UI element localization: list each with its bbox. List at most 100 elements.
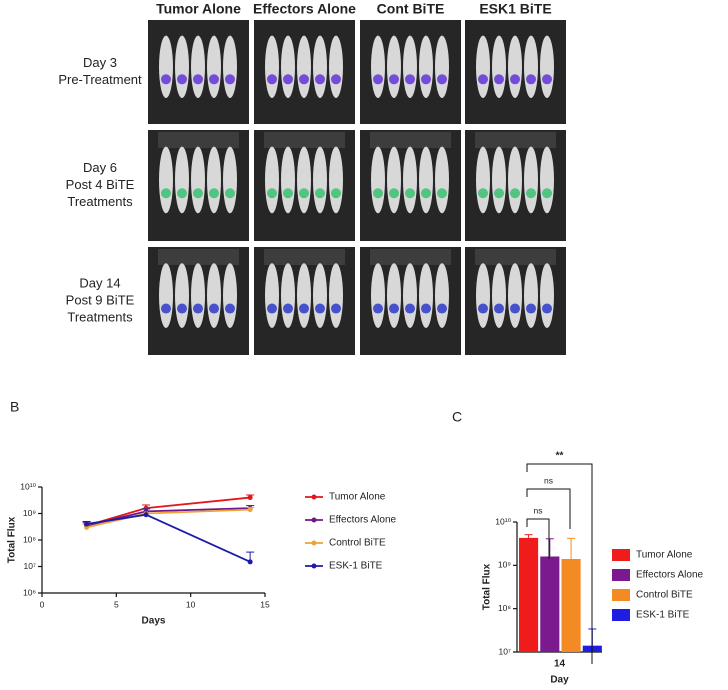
mouse <box>492 263 506 328</box>
signal <box>267 74 277 85</box>
y-tick-label: 10⁹ <box>23 508 36 518</box>
signal <box>161 188 171 199</box>
mouse <box>435 263 449 328</box>
row-label: Post 4 BiTE <box>66 177 135 192</box>
y-tick-label: 10⁶ <box>23 587 36 597</box>
column-header: ESK1 BiTE <box>479 1 551 17</box>
imager-bar <box>475 249 556 265</box>
mouse <box>476 35 490 98</box>
signal <box>478 303 488 314</box>
legend-label: Effectors Alone <box>636 570 704 581</box>
signal <box>193 188 203 199</box>
signal <box>161 74 171 85</box>
signal <box>389 74 399 85</box>
signal <box>193 303 203 314</box>
mouse <box>508 146 522 214</box>
legend-label: Tumor Alone <box>329 492 386 503</box>
signal <box>510 74 520 85</box>
signal <box>331 303 341 314</box>
mouse <box>524 146 538 214</box>
point <box>143 512 149 518</box>
signal <box>437 74 447 85</box>
mouse <box>403 146 417 214</box>
legend-label: ESK-1 BiTE <box>329 561 383 572</box>
signal <box>225 188 235 199</box>
signal <box>542 303 552 314</box>
row-label: Treatments <box>67 309 133 324</box>
mouse <box>435 35 449 98</box>
mouse <box>403 35 417 98</box>
signal <box>373 303 383 314</box>
mouse <box>492 35 506 98</box>
x-tick-label: 15 <box>260 599 270 609</box>
signal <box>177 188 187 199</box>
signal <box>526 74 536 85</box>
legend-label: Tumor Alone <box>636 550 693 561</box>
mouse <box>387 35 401 98</box>
mouse <box>281 35 295 98</box>
signal <box>193 74 203 85</box>
signal <box>267 188 277 199</box>
signal <box>389 188 399 199</box>
x-tick-label: 0 <box>40 599 45 609</box>
mouse <box>508 35 522 98</box>
signal <box>299 188 309 199</box>
mouse <box>476 146 490 214</box>
mouse <box>329 35 343 98</box>
mouse <box>435 146 449 214</box>
legend-swatch <box>612 589 630 601</box>
signal <box>209 188 219 199</box>
significance-label: ns <box>544 475 553 485</box>
x-tick-label: 5 <box>114 599 119 609</box>
mouse <box>207 35 221 98</box>
mouse <box>265 263 279 328</box>
x-axis-label: Days <box>142 616 166 627</box>
signal <box>331 188 341 199</box>
signal <box>283 74 293 85</box>
mouse <box>540 146 554 214</box>
signal <box>526 303 536 314</box>
signal <box>421 303 431 314</box>
signal <box>315 303 325 314</box>
mouse <box>175 146 189 214</box>
y-tick-label: 10⁷ <box>23 561 36 571</box>
mouse <box>159 146 173 214</box>
mouse <box>492 146 506 214</box>
row-label: Treatments <box>67 194 133 209</box>
mouse <box>371 263 385 328</box>
signal <box>373 188 383 199</box>
legend-marker <box>311 563 317 569</box>
bar <box>561 559 581 652</box>
panel-label: B <box>10 399 19 415</box>
legend-swatch <box>612 549 630 561</box>
signal <box>389 303 399 314</box>
mouse <box>419 263 433 328</box>
mouse <box>419 35 433 98</box>
x-tick-label: 14 <box>554 659 566 670</box>
legend-label: Control BiTE <box>329 538 386 549</box>
bar <box>540 556 560 652</box>
mouse <box>540 263 554 328</box>
mouse <box>207 263 221 328</box>
mouse <box>419 146 433 214</box>
signal <box>526 188 536 199</box>
signal <box>494 74 504 85</box>
significance-bracket <box>526 488 571 529</box>
mouse <box>403 263 417 328</box>
legend-marker <box>311 540 317 546</box>
mouse <box>281 146 295 214</box>
mouse <box>297 35 311 98</box>
signal <box>315 74 325 85</box>
mouse <box>191 263 205 328</box>
signal <box>478 188 488 199</box>
imager-bar <box>475 132 556 148</box>
imager-bar <box>158 249 239 265</box>
mouse <box>175 263 189 328</box>
mouse <box>159 263 173 328</box>
signal <box>299 74 309 85</box>
imager-bar <box>370 249 451 265</box>
legend-marker <box>311 517 317 523</box>
y-tick-label: 10⁸ <box>23 534 36 544</box>
mouse <box>265 146 279 214</box>
